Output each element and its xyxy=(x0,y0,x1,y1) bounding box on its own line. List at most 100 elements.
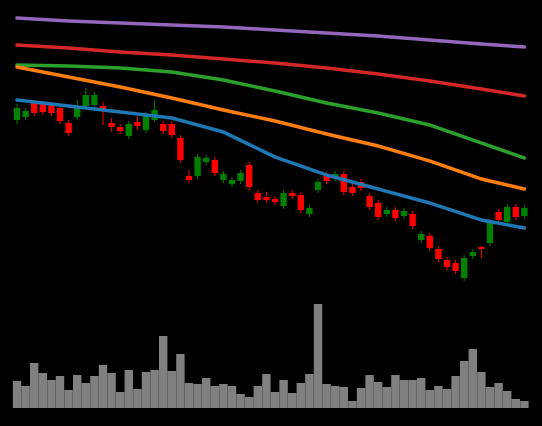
volume-bar xyxy=(485,387,495,408)
candle-body xyxy=(246,165,253,187)
volume-bar xyxy=(150,370,159,408)
candle-body xyxy=(323,175,330,181)
volume-bar xyxy=(399,380,409,408)
moving-average-line xyxy=(15,65,527,191)
candle-body xyxy=(521,208,528,216)
candle-body xyxy=(375,203,382,217)
volume-bar xyxy=(382,387,391,408)
volume-bar xyxy=(391,375,400,408)
volume-bar xyxy=(107,373,116,408)
candle-body xyxy=(289,193,296,196)
volume-bar xyxy=(30,363,39,408)
volume-bar xyxy=(159,336,168,408)
volume-bar xyxy=(313,304,323,408)
volume-bar xyxy=(442,389,452,408)
volume-bar xyxy=(296,383,305,408)
volume-bar xyxy=(184,383,194,408)
candle-body xyxy=(478,247,485,249)
candle-body xyxy=(194,157,201,176)
volume-bar xyxy=(202,378,211,408)
candle-body xyxy=(108,123,115,127)
volume-bar xyxy=(520,401,529,408)
volume-bar xyxy=(124,370,133,408)
candle-body xyxy=(306,208,313,214)
volume-bar xyxy=(262,374,271,408)
volume-bar xyxy=(503,391,512,408)
volume-bar xyxy=(305,374,314,408)
volume-bar xyxy=(210,386,219,408)
volume-bar xyxy=(417,378,426,408)
volume-bar xyxy=(468,349,477,408)
candle-body xyxy=(22,111,29,117)
candle-body xyxy=(314,182,322,190)
candle-body xyxy=(56,108,64,121)
candle-body xyxy=(168,124,175,135)
candle-body xyxy=(426,236,433,248)
candle-body xyxy=(512,207,519,217)
candle-body xyxy=(461,258,468,278)
candle-body xyxy=(82,95,89,106)
candle-body xyxy=(65,123,72,133)
moving-average-line xyxy=(15,98,527,230)
candle-body xyxy=(31,103,38,113)
volume-bar xyxy=(133,389,142,408)
volume-bar xyxy=(511,399,520,408)
candle-body xyxy=(263,197,270,200)
moving-average-line xyxy=(15,63,527,160)
volume-bar xyxy=(116,392,125,408)
candle-body xyxy=(74,106,81,117)
volume-bar xyxy=(81,383,90,408)
candle-body xyxy=(280,193,287,206)
volume-bar xyxy=(55,376,65,408)
volume-bar xyxy=(245,397,254,408)
volume-bar xyxy=(348,401,357,408)
volume-bar xyxy=(98,365,108,408)
candle-body xyxy=(409,214,416,226)
candle-body xyxy=(134,122,141,126)
candle-body xyxy=(504,207,511,222)
volume-bar xyxy=(193,384,202,408)
volume-bar xyxy=(167,371,176,408)
volume-bar xyxy=(374,382,383,408)
candle-body xyxy=(340,174,347,192)
candle-body xyxy=(469,252,476,256)
volume-bar xyxy=(477,372,486,408)
volume-bar xyxy=(408,380,417,408)
candle-body xyxy=(237,173,244,181)
volume-bar xyxy=(279,380,288,408)
volume-bar xyxy=(219,384,228,408)
candle-body xyxy=(254,193,261,200)
volume-bar xyxy=(460,361,469,408)
volume-bar xyxy=(339,387,348,408)
moving-average-line xyxy=(15,16,527,49)
candle-body xyxy=(383,210,390,214)
volume-bar xyxy=(47,380,56,408)
candle-body xyxy=(228,180,236,184)
candle-body xyxy=(142,115,150,130)
candle-body xyxy=(220,174,227,180)
candle-body xyxy=(452,263,459,271)
volume-bar xyxy=(434,386,443,408)
volume-bar xyxy=(451,376,460,408)
candle-body xyxy=(349,187,356,193)
volume-bar xyxy=(141,372,151,408)
candle-body xyxy=(13,108,21,120)
moving-average-line xyxy=(15,43,527,98)
volume-bar xyxy=(21,386,30,408)
volume-bar xyxy=(322,384,331,408)
candle-body xyxy=(435,249,442,259)
candle-body xyxy=(418,234,425,240)
candle-body xyxy=(392,210,399,218)
candle-body xyxy=(177,138,184,160)
candle-body xyxy=(297,195,304,210)
candle-body xyxy=(117,127,124,131)
candle-body xyxy=(39,104,46,112)
candle-body xyxy=(486,222,494,243)
candle-body xyxy=(211,160,218,173)
candle-body xyxy=(443,260,451,267)
volume-bar xyxy=(73,375,82,408)
candle-body xyxy=(125,124,132,136)
